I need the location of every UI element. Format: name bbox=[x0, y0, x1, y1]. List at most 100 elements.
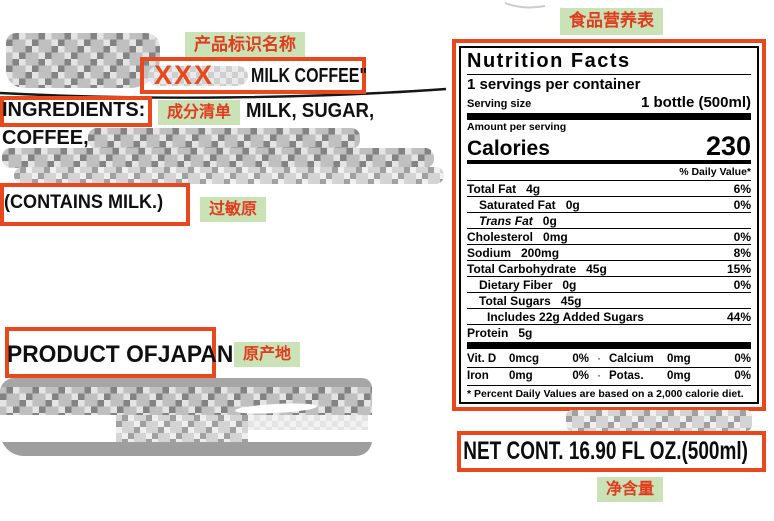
micronutrient-cell: 0% bbox=[734, 370, 751, 383]
thick-divider-bar bbox=[467, 113, 751, 121]
calories-row: Calories 230 bbox=[467, 130, 751, 165]
micronutrient-cell: Calcium bbox=[609, 353, 654, 366]
origin-text: PRODUCT OFJAPAN bbox=[7, 341, 234, 368]
nutrient-row: Saturated Fat 0g 0% bbox=[467, 196, 751, 212]
censored-block-top-edge bbox=[0, 378, 372, 387]
nutrient-cell: Sodium bbox=[467, 246, 511, 261]
nutrient-cell: 4g bbox=[526, 182, 541, 197]
annotation-nutrition-tag: 食品营养表 bbox=[560, 8, 663, 35]
faint-paper-crease bbox=[504, 2, 546, 9]
calories-value: 230 bbox=[705, 130, 751, 161]
nutrient-cell: 15% bbox=[726, 262, 751, 277]
nutrient-cell: 0% bbox=[733, 278, 751, 293]
nutrient-cell: Total Carbohydrate bbox=[467, 262, 577, 277]
censored-block-row2-patch-light bbox=[248, 415, 368, 430]
micronutrient-rows: Vit. D 0mcg 0% · Calcium 0mg 0% Iron 0mg 0% · Potas… bbox=[467, 351, 751, 384]
censored-block-bottom-edge bbox=[0, 442, 372, 456]
annotation-net-content-tag: 净含量 bbox=[597, 477, 664, 503]
ingredients-line1-text: MILK, SUGAR, bbox=[246, 100, 375, 122]
censored-block-row2 bbox=[6, 415, 368, 442]
nutrient-cell: 8% bbox=[733, 246, 751, 261]
serving-size-row: Serving size 1 bottle (500ml) bbox=[467, 94, 751, 111]
nutrient-cell: 0mg bbox=[543, 230, 568, 245]
nutrient-cell: Includes 22g Added Sugars bbox=[487, 310, 644, 325]
nutrient-row: Total Carbohydrate 45g 15% bbox=[467, 260, 751, 276]
net-content-highlight-box: NET CONT. 16.90 FL OZ.(500ml) bbox=[457, 431, 766, 472]
nutrient-cell: Cholesterol bbox=[467, 230, 534, 245]
amount-per-serving-label: Amount per serving bbox=[467, 121, 567, 134]
nutrient-cell: 0g bbox=[542, 214, 557, 229]
thick-divider-bar bbox=[467, 342, 751, 350]
nutrient-row: Protein 5g bbox=[467, 324, 751, 340]
daily-value-header: % Daily Value* bbox=[679, 166, 751, 179]
annotation-product-name-tag: 产品标识名称 bbox=[185, 32, 305, 59]
nutrient-cell: Total Fat bbox=[467, 182, 517, 197]
micronutrient-cell: 0mcg bbox=[509, 353, 540, 366]
origin-highlight-box bbox=[5, 327, 216, 378]
censored-region-brand-logo bbox=[6, 33, 160, 88]
micronutrient-row: Iron 0mg 0% · Potas. 0mg 0% bbox=[467, 367, 751, 384]
censored-region-distributor-block bbox=[0, 378, 372, 456]
censored-block-row2-patch bbox=[116, 415, 248, 442]
micronutrient-cell: · bbox=[597, 370, 601, 383]
annotation-ingredients-tag: 成分清单 bbox=[158, 100, 241, 126]
censored-region-ingredients-2 bbox=[2, 148, 434, 168]
nutrient-cell: 44% bbox=[726, 310, 751, 325]
nutrition-facts-highlight-box: Nutrition Facts 1 servings per container… bbox=[452, 39, 766, 411]
nutrient-cell: Dietary Fiber bbox=[479, 278, 553, 293]
nutrient-rows: Total Fat 4g 6% Saturated Fat 0g 0% Trans Fat 0… bbox=[467, 180, 751, 340]
redacted-brand-xxx: XXX bbox=[154, 60, 215, 90]
micronutrient-cell: · bbox=[597, 353, 601, 366]
nutrient-cell: 0g bbox=[565, 198, 580, 213]
servings-per-container: 1 servings per container bbox=[467, 76, 641, 93]
ingredients-line2-text: COFFEE, bbox=[2, 127, 89, 149]
nutrient-cell: 45g bbox=[560, 294, 582, 309]
product-title-highlight-box: XXX MILK COFFEE" bbox=[140, 57, 367, 94]
nutrient-cell: 6% bbox=[733, 182, 751, 197]
serving-size-label: Serving size bbox=[467, 98, 532, 111]
ingredients-heading-text: INGREDIENTS: bbox=[2, 99, 146, 121]
micronutrient-row: Vit. D 0mcg 0% · Calcium 0mg 0% bbox=[467, 351, 751, 367]
nutrient-cell: 0% bbox=[733, 198, 751, 213]
nutrient-cell: 45g bbox=[586, 262, 607, 277]
censored-region-ingredients-3 bbox=[14, 167, 444, 184]
micronutrient-cell: 0% bbox=[734, 353, 751, 366]
censored-region-ingredients-1 bbox=[88, 128, 360, 149]
allergen-highlight-box bbox=[0, 183, 190, 226]
censored-block-row1 bbox=[0, 387, 372, 415]
nutrition-title: Nutrition Facts bbox=[467, 50, 751, 75]
nutrient-cell: 0g bbox=[562, 278, 577, 293]
nutrient-cell: Trans Fat bbox=[479, 214, 533, 229]
nutrient-row: Trans Fat 0g bbox=[467, 212, 751, 228]
net-content-text: NET CONT. 16.90 FL OZ.(500ml) bbox=[463, 437, 749, 465]
micronutrient-cell: 0mg bbox=[667, 353, 691, 366]
micronutrient-cell: 0mg bbox=[667, 370, 691, 383]
nutrient-row: Sodium 200mg 8% bbox=[467, 244, 751, 260]
nutrient-cell: Protein bbox=[467, 326, 509, 341]
ingredients-heading-highlight-box bbox=[0, 96, 152, 127]
allergen-text: (CONTAINS MILK.) bbox=[4, 192, 164, 213]
micronutrient-cell: 0% bbox=[572, 353, 589, 366]
nutrient-cell: Total Sugars bbox=[479, 294, 551, 309]
nutrient-cell: Saturated Fat bbox=[479, 198, 556, 213]
nutrient-cell: 5g bbox=[518, 326, 533, 341]
micronutrient-cell: Potas. bbox=[609, 370, 644, 383]
annotation-origin-tag: 原产地 bbox=[234, 342, 301, 368]
serving-size-value: 1 bottle (500ml) bbox=[640, 94, 751, 112]
nutrition-footnote: * Percent Daily Values are based on a 2,… bbox=[467, 384, 751, 401]
micronutrient-cell: Vit. D bbox=[467, 353, 497, 366]
micronutrient-cell: 0mg bbox=[509, 370, 533, 383]
calories-label: Calories bbox=[467, 137, 550, 161]
micronutrient-cell: Iron bbox=[467, 370, 489, 383]
nutrient-cell: 200mg bbox=[521, 246, 560, 261]
nutrient-cell: 0% bbox=[733, 230, 751, 245]
micronutrient-cell: 0% bbox=[572, 370, 589, 383]
nutrient-row: Includes 22g Added Sugars 44% bbox=[467, 308, 751, 324]
nutrition-facts-panel: Nutrition Facts 1 servings per container… bbox=[459, 46, 759, 404]
nutrient-row: Total Sugars 45g bbox=[467, 292, 751, 308]
annotation-allergen-tag: 过敏原 bbox=[200, 197, 267, 223]
censored-region-right bbox=[566, 410, 752, 431]
nutrient-row: Cholesterol 0mg 0% bbox=[467, 228, 751, 244]
nutrient-row: Total Fat 4g 6% bbox=[467, 180, 751, 196]
